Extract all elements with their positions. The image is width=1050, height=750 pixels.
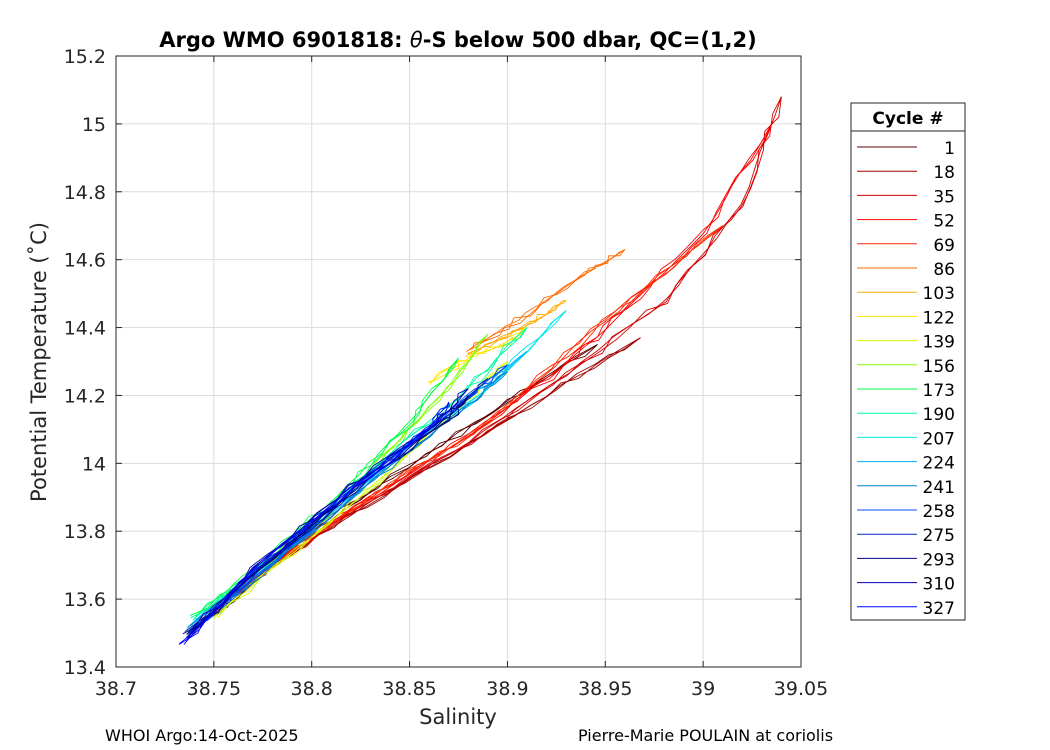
series-103 <box>465 299 567 358</box>
series-line-173 <box>195 357 459 617</box>
y-tick-label: 13.8 <box>64 521 106 543</box>
legend-label-224: 224 <box>923 454 955 474</box>
legend-label-156: 156 <box>923 357 955 377</box>
legend: Cycle # 1 18 35 52 69 86 103 122 139 156 173 190 207… <box>850 102 966 621</box>
legend-label-69: 69 <box>933 236 955 256</box>
y-axis-label: Potential Temperature (˚C) <box>27 222 51 502</box>
x-axis-label: Salinity <box>419 705 497 729</box>
y-tick-label: 15 <box>82 114 106 136</box>
series-line-122 <box>429 327 528 383</box>
series-173 <box>190 357 459 617</box>
footer-left: WHOI Argo:14-Oct-2025 <box>105 726 299 745</box>
legend-label-52: 52 <box>933 212 955 232</box>
legend-label-310: 310 <box>923 575 955 595</box>
title-prefix: Argo WMO 6901818: <box>159 28 410 52</box>
legend-label-18: 18 <box>933 163 955 183</box>
legend-label-1: 1 <box>944 139 955 159</box>
series-line-190 <box>190 327 528 619</box>
series-line-327 <box>178 402 450 645</box>
x-tick-label: 38.95 <box>578 678 632 700</box>
y-tick-label: 14.6 <box>64 250 106 272</box>
series-line-241 <box>187 371 508 628</box>
legend-label-173: 173 <box>923 381 955 401</box>
series-line-310 <box>185 388 469 639</box>
legend-label-258: 258 <box>923 502 955 522</box>
legend-label-293: 293 <box>923 550 955 570</box>
y-tick-label: 13.4 <box>64 657 106 679</box>
legend-label-275: 275 <box>923 526 955 546</box>
y-tick-label: 13.6 <box>64 589 106 611</box>
series-line-103 <box>467 299 567 354</box>
series-line-69 <box>220 225 723 608</box>
footer-right: Pierre-Marie POULAIN at coriolis <box>578 726 834 745</box>
legend-label-103: 103 <box>923 284 955 304</box>
series-line-35 <box>209 96 782 607</box>
x-tick-label: 38.85 <box>382 678 436 700</box>
x-tick-label: 38.75 <box>187 678 241 700</box>
series-line-258 <box>189 364 508 636</box>
y-tick-label: 14.8 <box>64 182 106 204</box>
series-line-18 <box>203 337 641 622</box>
title-suffix: -S below 500 dbar, QC=(1,2) <box>423 28 757 52</box>
y-tick-label: 15.2 <box>64 46 106 68</box>
legend-label-241: 241 <box>923 478 955 498</box>
axis-ticks: 38.7 38.75 38.8 38.85 38.9 38.95 39 39.05 13.4 13… <box>64 46 829 700</box>
legend-label-190: 190 <box>923 405 955 425</box>
series-line-86 <box>471 249 626 350</box>
series-327 <box>178 401 450 645</box>
legend-label-35: 35 <box>933 187 955 207</box>
legend-label-122: 122 <box>923 308 955 328</box>
series-18 <box>201 337 641 622</box>
series-line-275 <box>189 378 489 634</box>
series-190 <box>190 327 528 619</box>
series-86 <box>466 249 626 353</box>
series-line-156 <box>205 333 489 616</box>
x-tick-label: 38.9 <box>486 678 528 700</box>
legend-title: Cycle # <box>872 109 943 129</box>
x-tick-label: 38.8 <box>291 678 333 700</box>
y-tick-label: 14.2 <box>64 385 106 407</box>
y-tick-label: 14 <box>82 453 106 475</box>
legend-label-139: 139 <box>923 333 955 353</box>
y-tick-label: 14.4 <box>64 318 106 340</box>
plot-frame <box>115 55 802 668</box>
x-tick-label: 39.05 <box>774 678 828 700</box>
legend-label-86: 86 <box>933 260 955 280</box>
legend-label-207: 207 <box>923 429 955 449</box>
chart-title: Argo WMO 6901818: θ-S below 500 dbar, QC… <box>159 28 756 52</box>
series-line-103 <box>465 300 567 358</box>
series-122 <box>427 327 528 385</box>
series-line-173 <box>190 357 459 616</box>
series-line-52 <box>218 123 772 608</box>
series-line-310 <box>187 388 469 639</box>
x-tick-label: 39 <box>691 678 715 700</box>
series-line-241 <box>186 371 508 631</box>
x-tick-label: 38.7 <box>95 678 137 700</box>
series-line-18 <box>206 337 641 621</box>
series-line-173 <box>190 357 459 616</box>
title-theta-symbol: θ <box>410 28 423 52</box>
series-line-103 <box>467 299 567 354</box>
series-line-327 <box>179 402 450 645</box>
series-lines <box>178 96 782 645</box>
legend-label-327: 327 <box>923 599 955 619</box>
